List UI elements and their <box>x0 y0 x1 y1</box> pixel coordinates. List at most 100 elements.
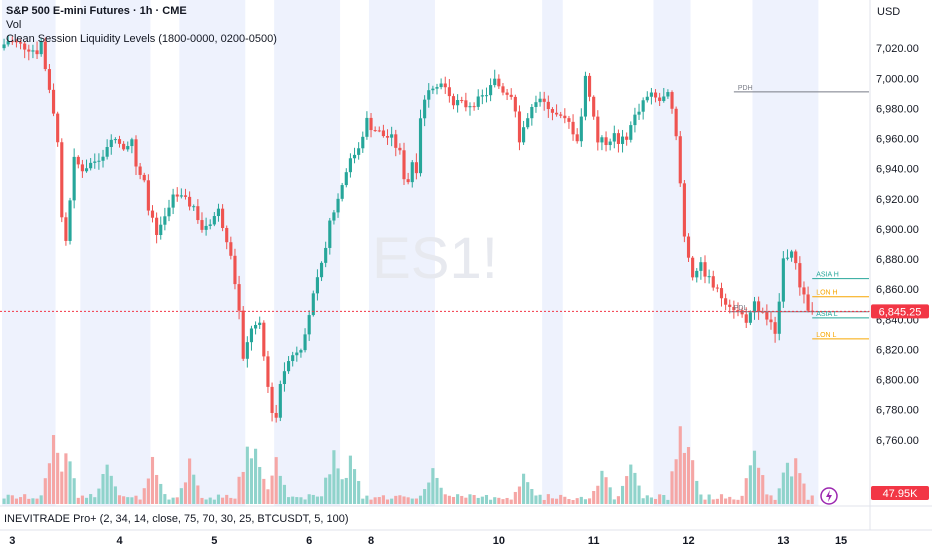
currency-label[interactable]: USD <box>877 6 901 18</box>
volume-bar <box>662 495 666 504</box>
volume-bar <box>196 485 200 504</box>
volume-bar <box>703 499 707 504</box>
last-price-badge: 6,845.25 <box>871 304 929 319</box>
alert-button[interactable] <box>820 487 838 505</box>
candle <box>348 153 352 178</box>
candle <box>423 95 427 127</box>
candle <box>435 83 439 95</box>
volume-bar <box>620 485 625 504</box>
volume-bar <box>377 497 381 504</box>
candle <box>476 89 480 110</box>
candle <box>579 108 583 147</box>
volume-bar <box>72 478 76 504</box>
volume-bar <box>262 478 266 504</box>
candle <box>724 293 728 311</box>
candle <box>101 149 105 168</box>
candle <box>377 126 381 133</box>
volume-bar <box>769 495 773 504</box>
price-tick-label: 6,940.00 <box>876 164 919 176</box>
time-tick-label: 11 <box>588 535 600 547</box>
last-price-label: 6,845.25 <box>879 306 922 318</box>
level-label: PDH <box>738 85 753 92</box>
indicator-legend[interactable]: Clean Session Liquidity Levels (1800-000… <box>6 33 277 45</box>
level-asia-l: ASIA L <box>812 311 869 319</box>
candle <box>291 351 295 367</box>
volume-bar <box>439 487 443 504</box>
volume-bar <box>757 467 761 504</box>
candle <box>117 135 122 148</box>
volume-bar <box>369 499 373 504</box>
volume-bar <box>254 448 258 504</box>
volume-bar <box>270 475 274 504</box>
candle <box>794 249 798 270</box>
candle <box>559 111 563 119</box>
candle <box>406 172 410 185</box>
volume-bar <box>241 471 245 504</box>
volume-bar <box>402 496 406 504</box>
volume-bar <box>707 494 711 504</box>
volume-bar <box>604 477 608 504</box>
time-tick-label: 4 <box>116 535 123 547</box>
candle <box>361 131 365 153</box>
indicator-pane-legend[interactable]: INEVITRADE Pro+ (2, 34, 14, close, 75, 7… <box>4 513 349 525</box>
volume-bar <box>546 494 550 504</box>
candle <box>221 204 225 232</box>
volume-bar <box>328 474 332 504</box>
volume-bar <box>608 487 612 504</box>
price-axis: 7,020.00 7,000.00 6,980.00 6,960.00 6,940.00… <box>876 43 919 447</box>
candle <box>278 380 282 422</box>
volume-bar <box>666 499 670 504</box>
candle <box>629 121 633 143</box>
time-tick-label: 15 <box>835 535 847 547</box>
volume-bar <box>802 483 806 504</box>
candle <box>352 147 357 164</box>
candle <box>522 120 526 145</box>
volume-bar <box>291 496 295 504</box>
volume-bar <box>443 494 447 504</box>
candle <box>2 38 6 51</box>
session-band-2 <box>179 0 246 506</box>
candle <box>299 348 303 358</box>
candle <box>84 159 89 173</box>
candle <box>460 96 464 104</box>
candle <box>398 143 402 155</box>
volume-bar <box>752 450 757 504</box>
volume-bar <box>645 495 649 504</box>
volume-bar <box>451 496 456 504</box>
candle <box>410 160 414 188</box>
volume-bar <box>340 479 344 504</box>
candle <box>451 93 456 110</box>
candle <box>233 248 237 290</box>
candle <box>295 346 299 362</box>
volume-bar <box>806 499 810 504</box>
candle <box>649 87 653 105</box>
candle <box>249 325 254 351</box>
candle <box>542 91 546 111</box>
volume-bar <box>810 495 814 504</box>
volume-bar <box>56 452 60 504</box>
candle <box>204 217 208 236</box>
volume-bar <box>27 498 31 504</box>
volume-bar <box>361 498 365 504</box>
candle <box>670 90 674 114</box>
symbol-title[interactable]: S&P 500 E-mini Futures · 1h · CME <box>6 5 187 17</box>
candle <box>757 296 761 320</box>
candle <box>10 36 14 45</box>
candle <box>439 78 443 90</box>
candle <box>225 225 229 250</box>
candle <box>567 115 571 129</box>
candle <box>282 362 287 392</box>
volume-bar <box>567 499 571 504</box>
volume-bar <box>155 474 159 504</box>
candle <box>641 97 645 120</box>
price-tick-label: 6,880.00 <box>876 254 919 266</box>
level-label: PDL <box>734 305 748 312</box>
volume-bar <box>295 497 299 504</box>
candle <box>468 102 472 116</box>
volume-bar <box>307 494 311 504</box>
volume-bar <box>258 466 262 504</box>
volume-bar <box>23 494 27 504</box>
volume-legend[interactable]: Vol <box>6 19 22 31</box>
